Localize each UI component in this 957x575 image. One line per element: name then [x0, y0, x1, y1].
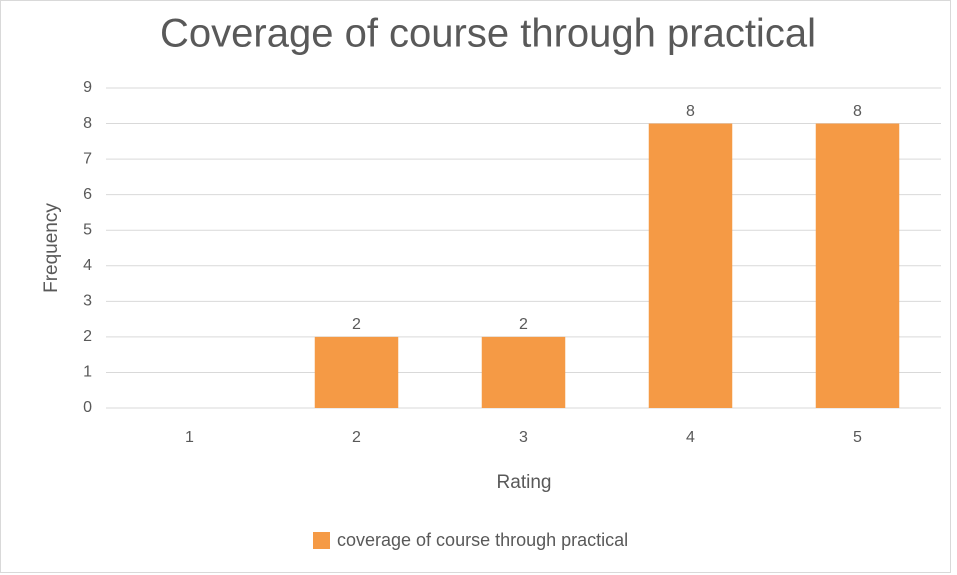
legend-swatch	[313, 532, 330, 549]
x-tick-label: 2	[352, 429, 361, 446]
y-tick-label: 6	[83, 186, 92, 203]
y-tick-label: 9	[83, 79, 92, 96]
legend-label: coverage of course through practical	[337, 530, 628, 550]
bar	[314, 336, 399, 408]
y-tick-label: 2	[83, 328, 92, 345]
legend: coverage of course through practical	[313, 530, 628, 550]
x-axis-label: Rating	[497, 472, 552, 493]
data-label: 8	[686, 103, 695, 120]
data-label: 2	[352, 316, 361, 333]
y-tick-label: 3	[83, 293, 92, 310]
bar	[815, 123, 900, 409]
y-axis-label: Frequency	[41, 203, 62, 293]
y-tick-label: 5	[83, 221, 92, 238]
bar	[481, 336, 566, 408]
y-tick-label: 4	[83, 257, 92, 274]
x-tick-label: 3	[519, 429, 528, 446]
bar	[648, 123, 733, 409]
y-tick-label: 0	[83, 399, 92, 416]
x-tick-label: 5	[853, 429, 862, 446]
chart-title: Coverage of course through practical	[160, 12, 816, 56]
y-tick-label: 7	[83, 150, 92, 167]
y-tick-label: 8	[83, 115, 92, 132]
data-label: 8	[853, 103, 862, 120]
y-tick-label: 1	[83, 364, 92, 381]
data-label: 2	[519, 316, 528, 333]
x-tick-label: 4	[686, 429, 695, 446]
x-tick-label: 1	[185, 429, 194, 446]
